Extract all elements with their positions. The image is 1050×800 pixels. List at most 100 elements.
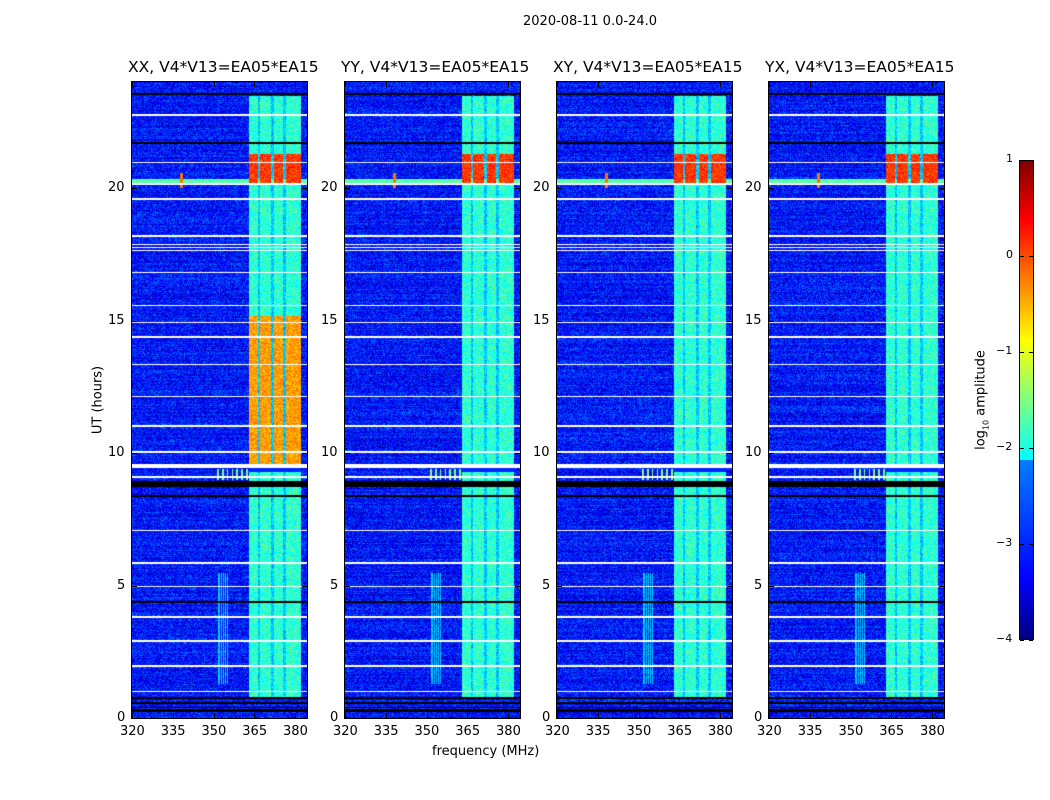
y-tick-label: 10 xyxy=(321,445,338,460)
waterfall-heatmap xyxy=(132,82,307,718)
x-tick xyxy=(172,82,174,87)
y-tick xyxy=(727,188,732,189)
x-tick xyxy=(679,82,681,87)
spectrogram-panel-xx xyxy=(131,81,308,719)
colorbar-tick-label: −2 xyxy=(996,440,1013,453)
y-tick xyxy=(345,585,350,587)
x-tick xyxy=(426,713,428,718)
y-tick xyxy=(727,453,732,454)
x-tick-label: 335 xyxy=(373,724,399,739)
spectrogram-panel-yy xyxy=(344,81,521,719)
y-tick xyxy=(132,188,137,189)
y-tick-label: 10 xyxy=(745,445,762,460)
y-tick-label: 20 xyxy=(321,180,338,195)
x-tick xyxy=(426,82,428,87)
y-tick xyxy=(515,320,520,322)
x-tick xyxy=(295,713,297,718)
y-tick xyxy=(557,718,562,719)
y-tick xyxy=(302,718,307,719)
y-tick-label: 15 xyxy=(745,312,762,328)
y-tick-label: 0 xyxy=(330,710,339,725)
y-tick-label: 15 xyxy=(321,312,338,328)
x-tick-label: 335 xyxy=(160,724,186,739)
x-tick-label: 320 xyxy=(120,724,145,739)
colorbar-tick xyxy=(1029,352,1033,353)
panel-title: YX, V4*V13=EA05*EA15 xyxy=(765,58,955,76)
x-tick xyxy=(679,713,681,718)
x-tick xyxy=(345,713,346,718)
x-tick-label: 365 xyxy=(455,724,481,739)
x-tick xyxy=(385,713,387,718)
x-tick xyxy=(254,82,256,87)
y-tick xyxy=(557,453,562,454)
y-tick xyxy=(302,453,307,454)
colorbar-tick-label: −3 xyxy=(996,536,1013,549)
spectrogram-panel-yx xyxy=(768,81,945,719)
x-tick-label: 365 xyxy=(879,724,905,739)
y-tick xyxy=(939,188,944,189)
y-tick xyxy=(515,453,520,454)
x-tick-label: 365 xyxy=(242,724,268,739)
y-axis-label: UT (hours) xyxy=(90,365,106,435)
colorbar-tick xyxy=(1029,448,1033,449)
y-tick xyxy=(769,585,774,587)
x-tick xyxy=(850,82,852,87)
x-tick-label: 350 xyxy=(626,724,652,739)
x-tick xyxy=(891,82,893,87)
x-tick xyxy=(557,713,558,718)
x-tick xyxy=(769,713,770,718)
colorbar-tick xyxy=(1020,160,1024,161)
x-tick xyxy=(385,82,387,87)
x-tick xyxy=(638,82,640,87)
x-tick xyxy=(172,713,174,718)
x-tick xyxy=(597,713,599,718)
waterfall-heatmap xyxy=(345,82,520,718)
colorbar-label: log10 amplitude xyxy=(973,350,991,450)
panel-title: XY, V4*V13=EA05*EA15 xyxy=(553,58,743,76)
y-tick-label: 20 xyxy=(745,180,762,195)
x-tick-label: 380 xyxy=(708,724,733,739)
waterfall-heatmap xyxy=(557,82,732,718)
colorbar-tick xyxy=(1029,160,1033,161)
y-tick-label: 10 xyxy=(533,445,550,460)
x-tick xyxy=(213,713,215,718)
y-tick xyxy=(132,585,137,587)
x-tick xyxy=(213,82,215,87)
colorbar-tick-label: −1 xyxy=(996,344,1013,357)
colorbar xyxy=(1019,160,1034,640)
x-tick xyxy=(508,713,510,718)
colorbar-tick-label: −4 xyxy=(996,632,1013,645)
y-tick xyxy=(132,453,137,454)
x-tick xyxy=(132,82,133,87)
y-tick xyxy=(302,320,307,322)
y-tick-label: 20 xyxy=(108,180,125,195)
y-tick xyxy=(302,188,307,189)
y-tick-label: 0 xyxy=(542,710,551,725)
x-tick xyxy=(809,713,811,718)
y-tick xyxy=(557,188,562,189)
x-tick xyxy=(720,713,722,718)
y-tick xyxy=(939,453,944,454)
y-tick xyxy=(515,718,520,719)
x-tick-label: 365 xyxy=(667,724,693,739)
colorbar-tick xyxy=(1029,256,1033,257)
x-tick-label: 335 xyxy=(797,724,823,739)
colorbar-tick xyxy=(1020,256,1024,257)
y-tick xyxy=(727,320,732,322)
figure-title: 2020-08-11 0.0-24.0 xyxy=(523,14,657,29)
y-tick xyxy=(939,585,944,587)
y-tick-label: 10 xyxy=(108,445,125,460)
x-tick-label: 380 xyxy=(920,724,945,739)
x-tick xyxy=(720,82,722,87)
x-tick-label: 350 xyxy=(201,724,227,739)
y-tick xyxy=(515,188,520,189)
x-tick-label: 335 xyxy=(585,724,611,739)
colorbar-tick xyxy=(1020,352,1024,353)
y-tick xyxy=(557,585,562,587)
colorbar-tick xyxy=(1029,640,1033,641)
y-tick xyxy=(769,320,774,322)
x-tick xyxy=(932,713,934,718)
y-tick xyxy=(769,453,774,454)
y-tick-label: 15 xyxy=(533,312,550,328)
